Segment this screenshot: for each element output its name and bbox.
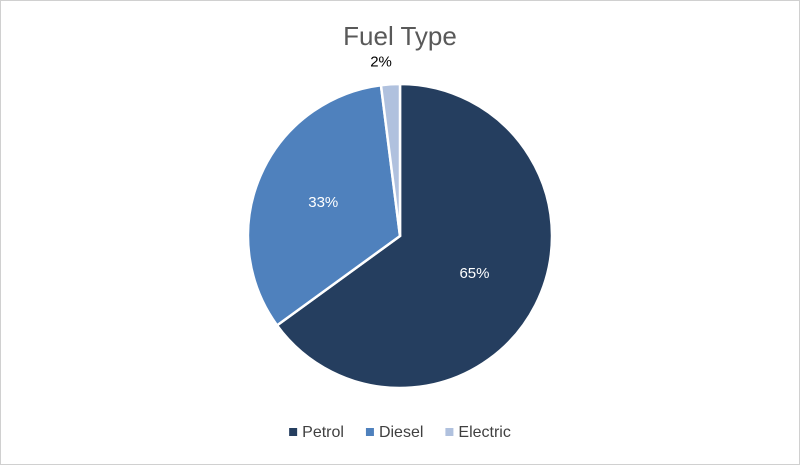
legend-swatch: [445, 428, 454, 436]
pie-slice: [379, 82, 402, 237]
data-label: 2%: [370, 53, 392, 70]
chart-title: Fuel Type: [343, 21, 457, 51]
legend-label: Electric: [458, 424, 510, 441]
legend: Petrol Diesel Electric: [289, 424, 511, 441]
legend-swatch: [365, 428, 374, 436]
data-label: 33%: [308, 194, 338, 211]
data-label: 65%: [459, 265, 489, 282]
legend-label: Petrol: [302, 424, 344, 441]
legend-swatch: [289, 428, 298, 436]
pie-slice: [275, 82, 554, 390]
pie-slice: [246, 83, 402, 328]
legend-label: Diesel: [379, 424, 423, 441]
